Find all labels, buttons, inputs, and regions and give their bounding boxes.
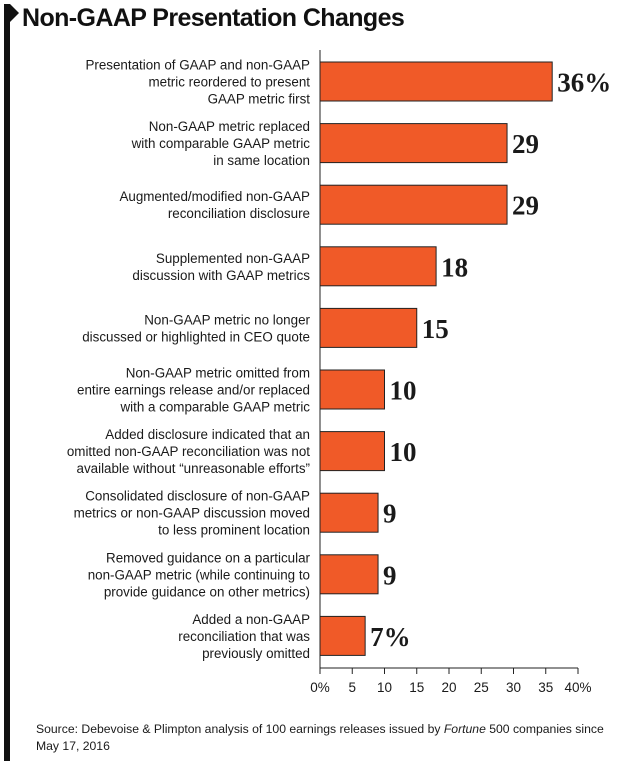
category-label-9: Removed guidance on a particular non-GAAP… — [88, 550, 311, 599]
category-label-3: Augmented/modified non-GAAP reconciliatio… — [119, 189, 310, 221]
bar-chart: Presentation of GAAP and non-GAAP metric … — [67, 50, 611, 695]
category-label-2: Non-GAAP metric replaced with comparable … — [131, 119, 311, 168]
category-label-6: Non-GAAP metric omitted from entire earni… — [77, 366, 310, 415]
x-tick-label-9: 40% — [564, 680, 591, 695]
chart-title: Non-GAAP Presentation Changes — [22, 4, 405, 32]
title-flag-bar — [4, 4, 10, 761]
value-label-3: 29 — [512, 191, 539, 221]
value-label-8: 9 — [383, 499, 397, 529]
bar-5 — [319, 307, 418, 348]
x-tick-label-2: 5 — [348, 680, 356, 695]
value-label-4: 18 — [441, 252, 468, 282]
value-label-10: 7% — [370, 622, 411, 652]
x-tick-label-7: 30 — [506, 680, 521, 695]
category-label-1: Presentation of GAAP and non-GAAP metric … — [85, 58, 310, 107]
category-label-4: Supplemented non-GAAP discussion with GAA… — [132, 251, 310, 283]
value-label-9: 9 — [383, 560, 397, 590]
category-label-5: Non-GAAP metric no longer discussed or hi… — [82, 312, 310, 344]
bar-4 — [319, 246, 437, 287]
title-flag-tip — [10, 4, 19, 22]
x-tick-label-4: 15 — [409, 680, 424, 695]
bar-6 — [319, 369, 385, 410]
source-note: Source: Debevoise & Plimpton analysis of… — [36, 721, 606, 755]
x-tick-label-1: 0% — [310, 680, 330, 695]
value-label-5: 15 — [422, 314, 449, 344]
bar-1 — [319, 61, 553, 102]
category-label-10: Added a non-GAAP reconciliation that was p… — [178, 612, 310, 661]
bar-8 — [319, 492, 379, 533]
x-tick-label-6: 25 — [474, 680, 489, 695]
value-label-1: 36% — [557, 68, 611, 98]
bar-2 — [319, 123, 508, 164]
source-prefix: Source: Debevoise & Plimpton analysis of… — [36, 722, 444, 736]
x-tick-label-5: 20 — [441, 680, 456, 695]
category-label-7: Added disclosure indicated that an omitte… — [67, 427, 310, 476]
source-publication: Fortune — [443, 722, 486, 736]
bar-9 — [319, 554, 379, 595]
value-label-6: 10 — [390, 376, 417, 406]
value-label-2: 29 — [512, 129, 539, 159]
x-tick-label-3: 10 — [377, 680, 392, 695]
bar-3 — [319, 184, 508, 225]
source-suffix: 500 companies since May 17, 2016 — [36, 722, 604, 753]
x-tick-label-8: 35 — [538, 680, 553, 695]
category-label-8: Consolidated disclosure of non-GAAP metri… — [74, 489, 310, 538]
bar-10 — [319, 615, 366, 656]
value-label-7: 10 — [390, 437, 417, 467]
bar-7 — [319, 431, 385, 472]
